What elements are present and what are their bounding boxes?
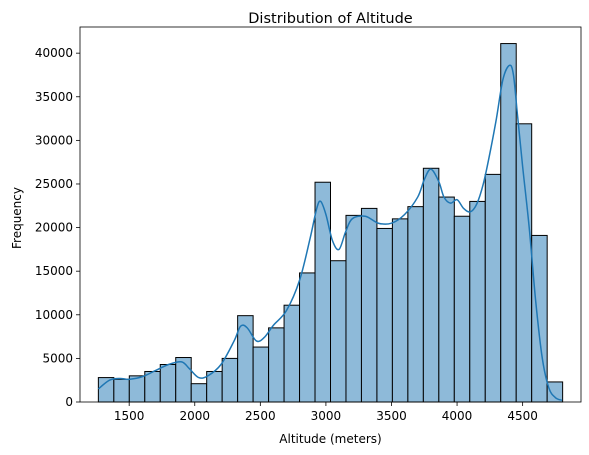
x-tick-label: 4000 — [442, 409, 473, 423]
histogram-bar — [408, 207, 423, 402]
histogram-bar — [377, 228, 392, 402]
y-tick-label: 15000 — [35, 264, 73, 278]
histogram-bar — [207, 371, 222, 402]
histogram-bar — [253, 347, 268, 402]
histogram-bar — [501, 44, 516, 402]
y-tick-label: 5000 — [42, 351, 73, 365]
histogram-bar — [470, 201, 485, 402]
chart-title: Distribution of Altitude — [248, 11, 413, 27]
histogram-bar — [423, 168, 438, 402]
x-tick-label: 3500 — [376, 409, 407, 423]
histogram-bar — [346, 215, 361, 402]
y-tick-label: 35000 — [35, 90, 73, 104]
histogram-bar — [284, 305, 299, 402]
histogram-bar — [331, 261, 346, 402]
x-tick-label: 2000 — [179, 409, 210, 423]
histogram-bar — [439, 197, 454, 402]
histogram-bar — [454, 216, 469, 402]
y-axis-label: Frequency — [10, 187, 24, 249]
histogram-bar — [176, 358, 191, 402]
y-tick-label: 20000 — [35, 221, 73, 235]
y-axis: 0 5000 10000 15000 20000 25000 30000 35000 40000 — [35, 46, 80, 409]
histogram-bar — [547, 382, 562, 402]
histogram-bar — [361, 208, 376, 402]
histogram-bar — [160, 365, 175, 403]
x-tick-label: 1500 — [114, 409, 145, 423]
histogram-bar — [485, 174, 500, 402]
histogram-bar — [392, 219, 407, 402]
histogram-bar — [145, 371, 160, 402]
histogram-bar — [114, 379, 129, 402]
bars-group — [98, 44, 562, 402]
histogram-bar — [269, 328, 284, 402]
x-tick-label: 2500 — [245, 409, 276, 423]
histogram-bar — [98, 378, 113, 402]
y-tick-label: 0 — [65, 395, 73, 409]
x-tick-label: 4500 — [507, 409, 538, 423]
histogram-bar — [222, 358, 237, 402]
y-tick-label: 10000 — [35, 308, 73, 322]
x-axis-label: Altitude (meters) — [279, 432, 381, 446]
histogram-bar — [300, 273, 315, 402]
histogram-bar — [516, 124, 531, 402]
histogram-bar — [532, 235, 547, 402]
histogram-bar — [191, 384, 206, 402]
x-tick-label: 3000 — [311, 409, 342, 423]
y-tick-label: 30000 — [35, 133, 73, 147]
y-tick-label: 40000 — [35, 46, 73, 60]
x-axis: 1500 2000 2500 3000 3500 4000 4500 — [114, 402, 538, 423]
y-tick-label: 25000 — [35, 177, 73, 191]
histogram-bar — [315, 182, 330, 402]
